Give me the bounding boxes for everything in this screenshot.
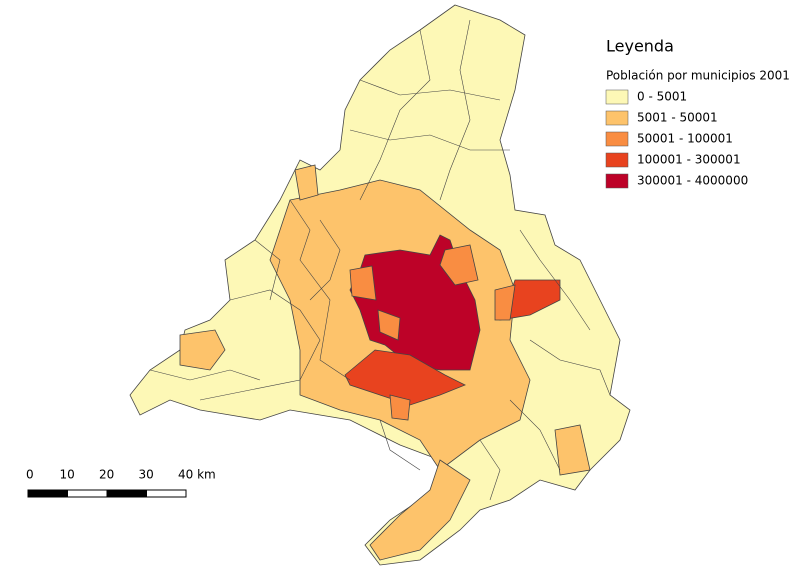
legend-label: 5001 - 50001: [637, 111, 718, 125]
legend-label: 100001 - 300001: [637, 153, 741, 167]
municipal-boundaries: [149, 19, 611, 501]
scale-label: 40 km: [178, 468, 216, 482]
legend: 0 - 5001 5001 - 50001 50001 - 100001 100001…: [605, 89, 748, 189]
scale-segment: [146, 489, 187, 498]
scale-segment: [67, 489, 108, 498]
municipality-region: [344, 349, 466, 406]
municipality-region: [377, 309, 401, 341]
legend-swatch: [605, 110, 629, 126]
municipality-region: [294, 164, 319, 201]
legend-swatch: [605, 173, 629, 189]
scale-segment: [106, 489, 147, 498]
legend-swatch: [605, 152, 629, 168]
municipality-region: [369, 459, 471, 561]
municipality-region: [389, 394, 411, 421]
legend-swatch: [605, 89, 629, 105]
municipality-region: [494, 284, 516, 321]
scale-label: 0: [26, 468, 34, 482]
legend-label: 0 - 5001: [637, 90, 687, 104]
municipality-region: [439, 244, 479, 286]
scale-label: 10: [60, 468, 75, 482]
legend-label: 50001 - 100001: [637, 132, 733, 146]
municipality-region: [554, 424, 591, 476]
municipality-region: [179, 329, 226, 371]
scale-segment: [27, 489, 68, 498]
scale-label: 30: [139, 468, 154, 482]
municipality-region: [349, 265, 377, 301]
legend-label: 300001 - 4000000: [637, 174, 748, 188]
legend-swatch: [605, 131, 629, 147]
legend-subtitle: Población por municipios 2001: [606, 69, 790, 83]
legend-title: Leyenda: [606, 37, 674, 56]
scale-label: 20: [99, 468, 114, 482]
map: [129, 4, 631, 566]
scale-bar: 0 10 20 30 40 km: [26, 468, 216, 498]
